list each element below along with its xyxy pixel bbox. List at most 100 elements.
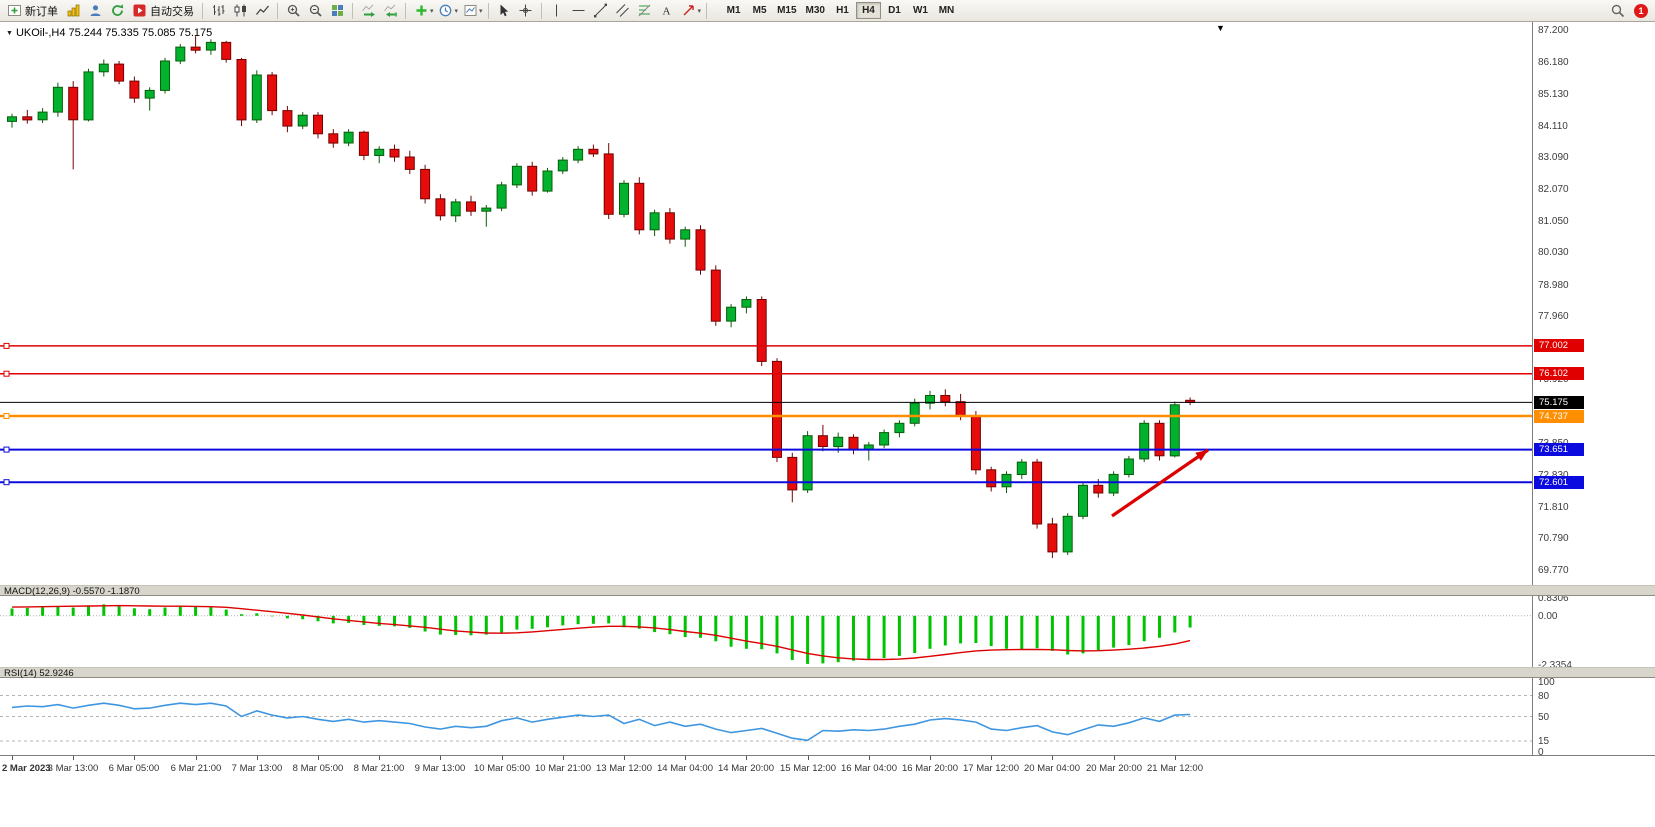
candlestick (925, 390, 935, 410)
time-axis-label: 10 Mar 05:00 (474, 763, 530, 774)
macd-pane-separator[interactable]: MACD(12,26,9) -0.5570 -1.1870 (0, 585, 1655, 597)
zoom-in-icon[interactable] (282, 1, 304, 21)
candlestick (1016, 459, 1027, 480)
candlestick (1062, 513, 1073, 555)
line-handle[interactable] (3, 479, 10, 486)
rsi-pane[interactable] (0, 678, 1532, 755)
line-handle[interactable] (3, 446, 10, 453)
price-axis-label: 86.180 (1538, 57, 1569, 68)
dropdown-caret[interactable]: ▾ (697, 7, 702, 15)
time-axis-tick (196, 756, 197, 760)
toolbar-divider (706, 2, 708, 19)
symbol-ohlc-text: UKOil-,H4 75.244 75.335 75.085 75.175 (15, 27, 213, 39)
trendline-icon[interactable] (590, 1, 612, 21)
indicators-icon[interactable] (410, 1, 432, 21)
price-chart-pane[interactable]: ▼ UKOil-,H4 75.244 75.335 75.085 75.175 ▼ (0, 22, 1532, 585)
rsi-indicator-label: RSI(14) 52.9246 (4, 668, 74, 679)
macd-pane[interactable] (0, 596, 1532, 667)
candlestick (313, 112, 323, 139)
new-order-label: 新订单 (25, 5, 58, 18)
time-axis[interactable]: 2 Mar 2023 3 Mar 13:00 6 Mar 05:00 6 Mar 21… (0, 755, 1655, 827)
time-axis-label: 7 Mar 13:00 (231, 763, 283, 774)
rsi-axis-label: 50 (1538, 712, 1550, 723)
text-tool-icon[interactable]: A (656, 1, 678, 21)
candlestick (863, 441, 874, 461)
timeframe-m5-button[interactable]: M5 (747, 2, 772, 19)
time-axis-label: 6 Mar 21:00 (170, 763, 222, 774)
rsi-pane-separator[interactable]: RSI(14) 52.9246 (0, 667, 1655, 679)
profiles-icon[interactable] (84, 1, 106, 21)
line-handle[interactable] (3, 413, 10, 419)
candlestick (527, 161, 538, 196)
candlestick (267, 71, 278, 116)
cursor-icon[interactable] (493, 1, 515, 21)
candlestick (772, 358, 782, 463)
refresh-icon[interactable] (106, 1, 128, 21)
time-axis-tick (991, 756, 992, 760)
chart-title: ▼ UKOil-,H4 75.244 75.335 75.085 75.175 (6, 27, 212, 39)
candlestick (297, 112, 308, 130)
channel-icon[interactable] (612, 1, 634, 21)
crosshair-icon[interactable] (515, 1, 537, 21)
line-handle[interactable] (3, 370, 10, 377)
bars-chart-icon[interactable] (207, 1, 229, 21)
dropdown-caret[interactable]: ▾ (479, 7, 483, 15)
new-chart-icon[interactable] (62, 1, 84, 21)
timeframe-m1-button[interactable]: M1 (721, 2, 746, 19)
candlestick (83, 68, 94, 122)
toolbar-divider (540, 2, 542, 19)
dropdown-caret[interactable]: ▾ (430, 7, 434, 15)
candlestick-chart (0, 36, 1532, 559)
timeframe-d1-button[interactable]: D1 (882, 2, 907, 19)
horizontal-line-icon[interactable] (568, 1, 590, 21)
timeframe-m15-button[interactable]: M15 (773, 2, 800, 19)
auto-scroll-icon[interactable] (357, 1, 379, 21)
price-axis-label: 77.960 (1538, 311, 1569, 322)
toolbar-divider (405, 2, 406, 19)
period-icon[interactable] (435, 1, 457, 21)
chart-shift-marker[interactable]: ▼ (1216, 23, 1225, 33)
time-axis-tick (685, 756, 686, 760)
chart-shift-icon[interactable] (379, 1, 401, 21)
toolbar-right: 1 (1606, 1, 1652, 21)
price-axis-label: 70.790 (1538, 533, 1569, 544)
timeframe-h4-button[interactable]: H4 (855, 2, 881, 19)
candlestick (970, 411, 981, 475)
time-axis-tick (1052, 756, 1053, 760)
time-axis-tick (808, 756, 809, 760)
search-icon[interactable] (1606, 1, 1628, 21)
dropdown-caret[interactable]: ▾ (454, 7, 459, 15)
macd-axis-label: 0.8306 (1538, 593, 1569, 604)
time-axis-tick (869, 756, 870, 760)
time-axis-label: 8 Mar 05:00 (292, 763, 344, 774)
timeframe-w1-button[interactable]: W1 (908, 2, 933, 19)
autotrading-button[interactable]: 自动交易 (128, 1, 198, 21)
price-axis[interactable]: 87.200 86.180 85.130 84.110 83.090 82.070 81.0… (1532, 22, 1655, 758)
candlestick (7, 113, 17, 128)
macd-axis-label: 0.00 (1538, 611, 1558, 622)
template-icon[interactable] (459, 1, 481, 21)
toolbar-divider (487, 2, 489, 19)
timeframe-m30-button[interactable]: M30 (802, 2, 829, 19)
line-chart-icon[interactable] (251, 1, 273, 21)
zoom-out-icon[interactable] (304, 1, 326, 21)
toolbar-divider (277, 2, 278, 19)
candlestick (1032, 459, 1043, 529)
new-order-button[interactable]: 新订单 (3, 1, 62, 21)
candlestick (817, 424, 828, 452)
candlestick (1108, 471, 1119, 497)
timeframe-mn-button[interactable]: MN (934, 2, 959, 19)
fibonacci-icon[interactable] (634, 1, 656, 21)
line-handle[interactable] (3, 342, 10, 349)
tile-windows-icon[interactable] (326, 1, 348, 21)
notification-badge[interactable]: 1 (1634, 3, 1648, 18)
trend-arrow[interactable] (1111, 448, 1209, 518)
timeframe-h1-button[interactable]: H1 (830, 2, 855, 19)
price-badge: 76.102 (1534, 367, 1584, 380)
arrows-tool-icon[interactable] (678, 1, 700, 21)
vertical-line-icon[interactable] (546, 1, 568, 21)
candlestick (282, 105, 293, 133)
candles-chart-icon[interactable] (229, 1, 251, 21)
time-axis-tick (502, 756, 503, 760)
